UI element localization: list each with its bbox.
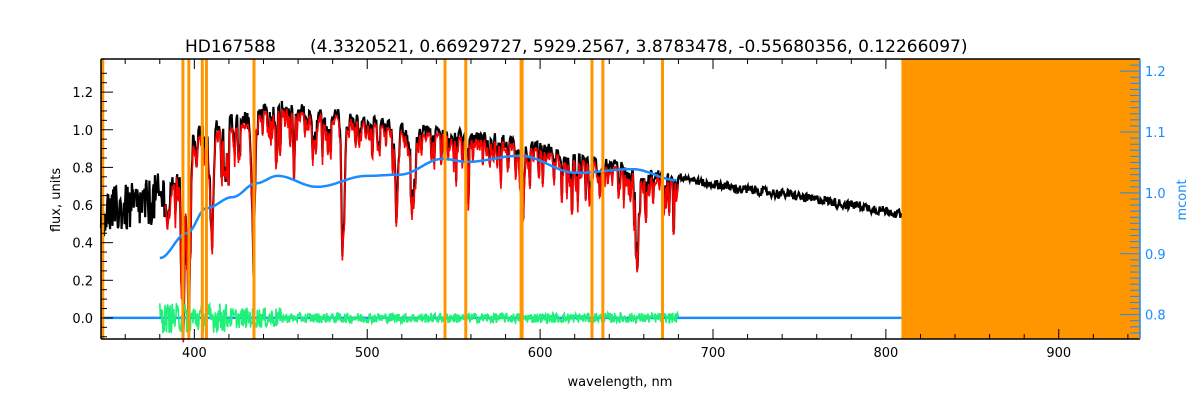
y-tick-label: 1.0 (72, 124, 93, 139)
masked-region (901, 59, 1140, 339)
y-tick-label: 1.2 (72, 86, 93, 101)
model-fit-line (164, 108, 679, 343)
right-y-tick-label: 0.8 (1145, 309, 1166, 324)
y-tick-label: 0.6 (72, 199, 93, 214)
x-tick-label: 700 (701, 346, 726, 361)
x-tick-label: 900 (1046, 346, 1071, 361)
y-axis-label-right: mcont (1175, 179, 1190, 220)
right-y-tick-label: 1.0 (1145, 187, 1166, 202)
y-tick-label: 0.2 (72, 274, 93, 289)
right-y-tick-label: 0.9 (1145, 248, 1166, 263)
residual-line (159, 301, 680, 334)
y-tick-label: 0.8 (72, 161, 93, 176)
chart-title-star: HD167588 (185, 37, 276, 57)
chart-title-params: (4.3320521, 0.66929727, 5929.2567, 3.878… (310, 37, 967, 57)
x-axis-label: wavelength, nm (568, 375, 673, 390)
y-tick-label: 0.0 (72, 312, 93, 327)
x-tick-label: 800 (873, 346, 898, 361)
mcont-line (159, 154, 677, 260)
x-tick-label: 600 (528, 346, 553, 361)
x-tick-label: 500 (355, 346, 380, 361)
y-tick-label: 0.4 (72, 237, 93, 252)
right-y-tick-label: 1.2 (1145, 65, 1166, 80)
y-axis-label: flux, units (49, 168, 64, 233)
x-tick-label: 400 (182, 346, 207, 361)
right-y-tick-label: 1.1 (1145, 126, 1166, 141)
